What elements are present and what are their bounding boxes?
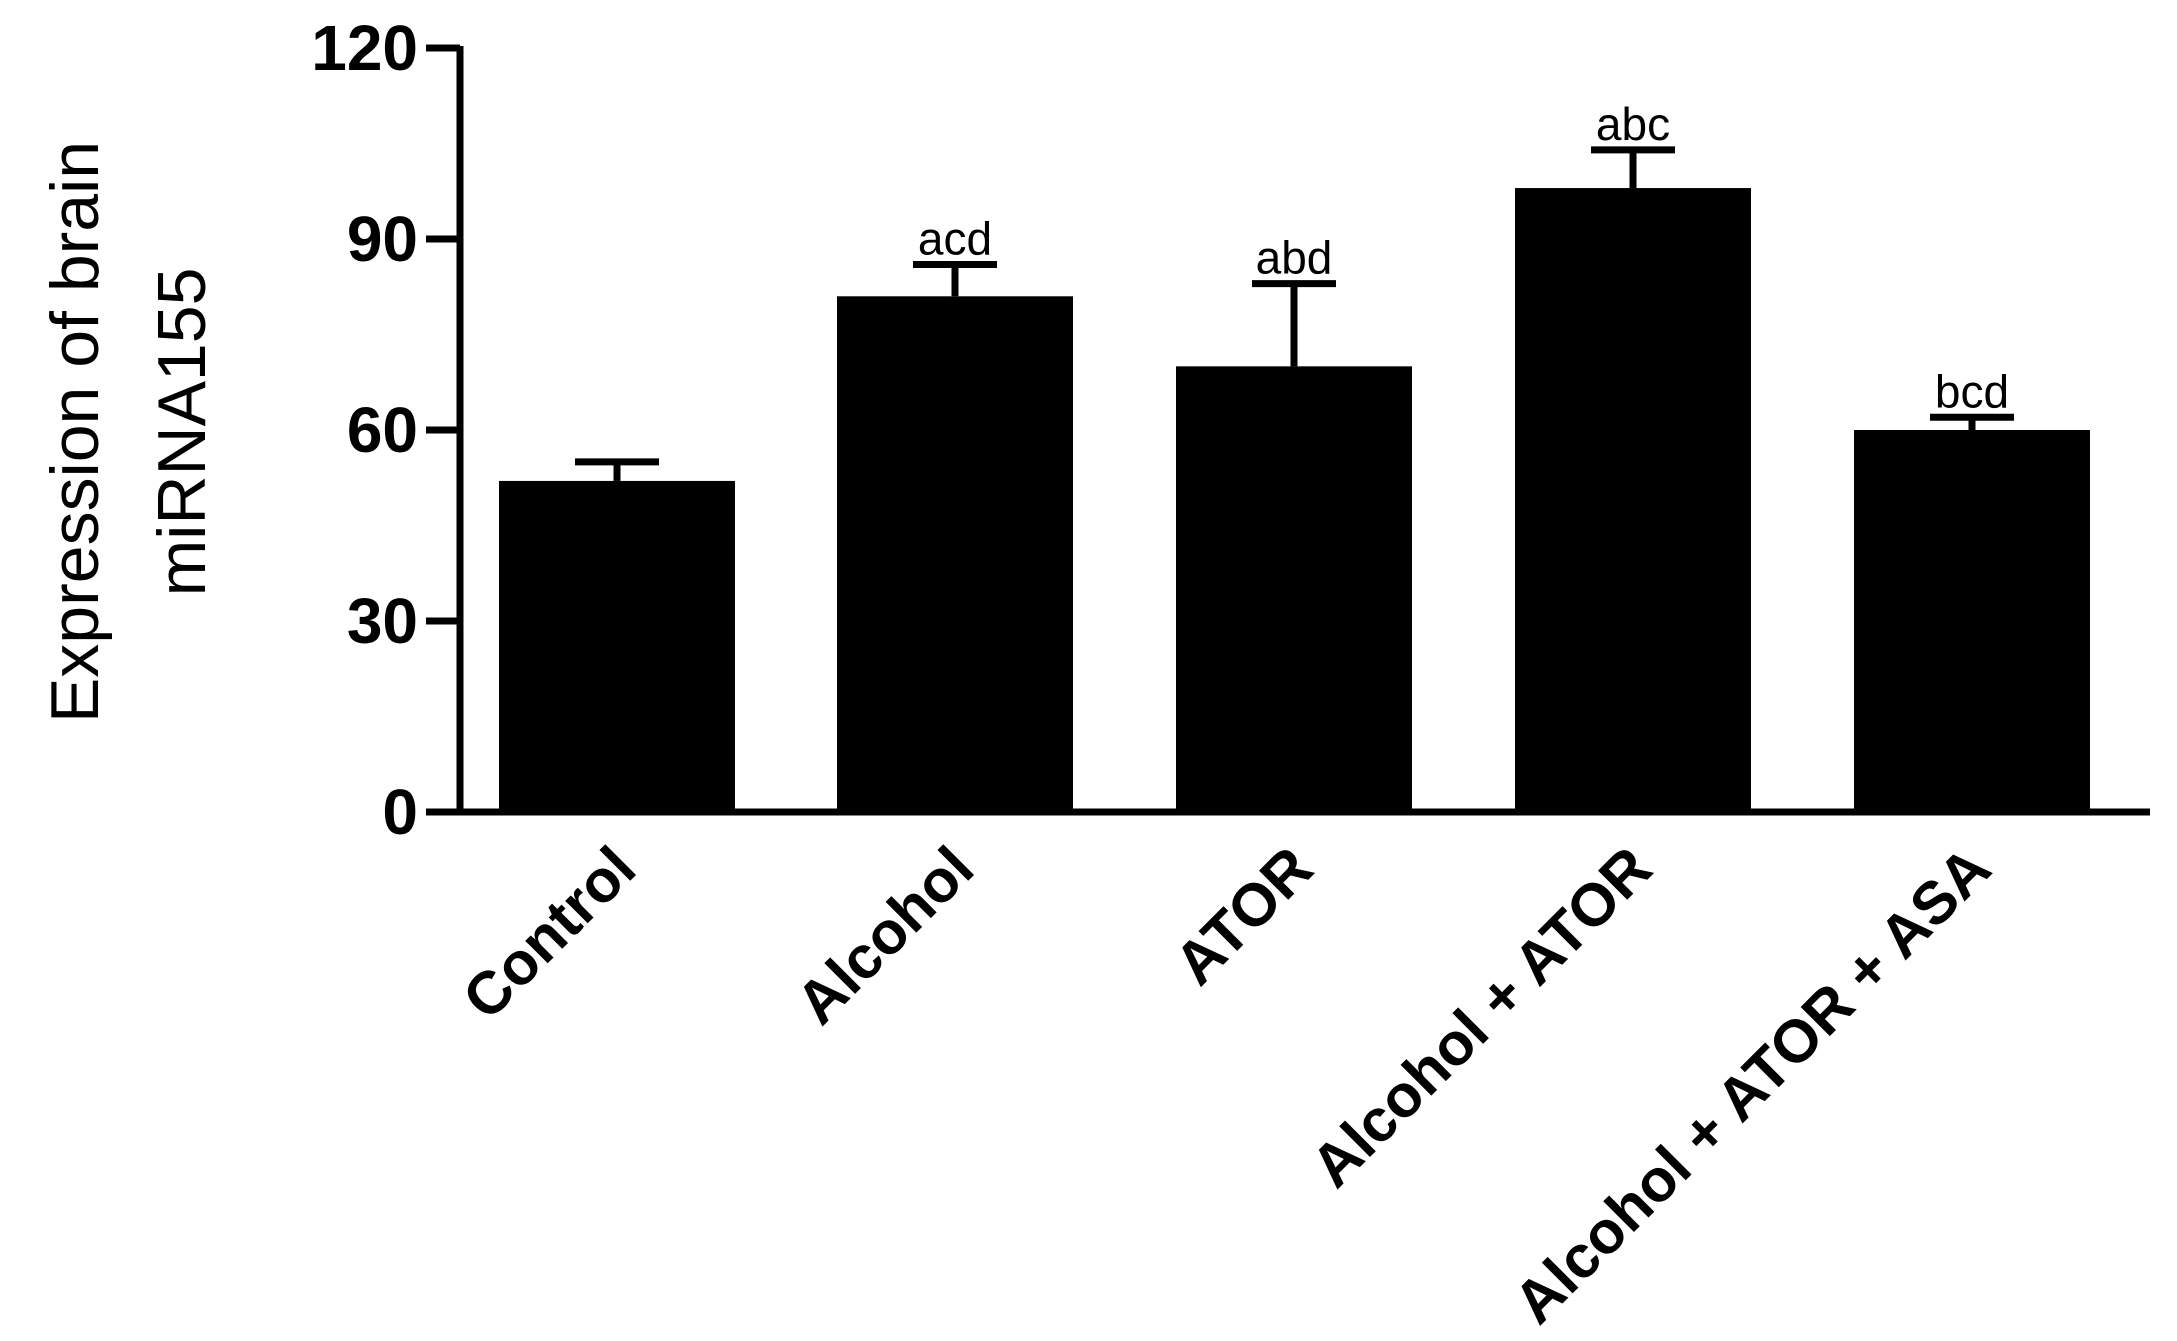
axes: 0 30 60 90 120 bbox=[311, 12, 2150, 848]
bar bbox=[837, 296, 1073, 812]
category-label: Alcohol + ATOR bbox=[1298, 834, 1664, 1200]
significance-label: abc bbox=[1596, 98, 1670, 150]
y-axis-label: Expression of brain miRNA155 bbox=[37, 141, 220, 723]
y-axis-label-line-2: miRNA155 bbox=[144, 268, 220, 597]
category-label: Alcohol bbox=[783, 834, 986, 1037]
bars bbox=[499, 146, 2090, 813]
y-tick-label: 30 bbox=[347, 585, 418, 657]
y-tick-label: 0 bbox=[382, 776, 418, 848]
category-label: Control bbox=[450, 834, 648, 1032]
bar bbox=[1176, 366, 1412, 812]
significance-label: bcd bbox=[1935, 365, 2009, 417]
significance-label: acd bbox=[918, 212, 992, 264]
bar bbox=[499, 480, 735, 812]
bar bbox=[1854, 430, 2090, 812]
y-tick-label: 60 bbox=[347, 394, 418, 466]
y-tick-label: 90 bbox=[347, 203, 418, 275]
bar bbox=[1515, 188, 1751, 813]
significance-label: abd bbox=[1256, 232, 1333, 284]
category-label: ATOR bbox=[1162, 834, 1326, 998]
y-tick-label: 120 bbox=[311, 12, 418, 84]
y-axis-label-line-1: Expression of brain bbox=[37, 141, 113, 723]
